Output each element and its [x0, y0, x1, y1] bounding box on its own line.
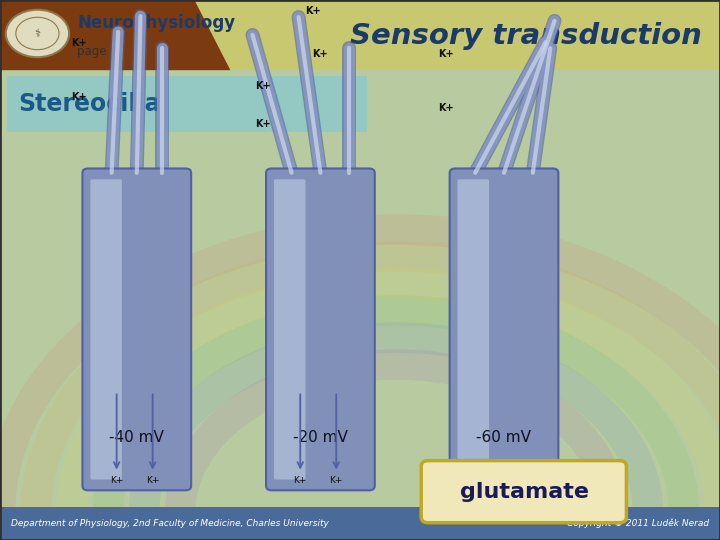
FancyBboxPatch shape	[0, 0, 720, 70]
Text: K+: K+	[330, 476, 343, 485]
Text: ⚕: ⚕	[35, 29, 40, 38]
Text: K+: K+	[255, 119, 271, 129]
Text: K+: K+	[146, 476, 159, 485]
FancyBboxPatch shape	[91, 179, 122, 480]
Text: K+: K+	[255, 82, 271, 91]
Text: K+: K+	[305, 6, 321, 16]
Text: -60 mV: -60 mV	[477, 430, 531, 445]
FancyBboxPatch shape	[82, 168, 192, 490]
Text: K+: K+	[71, 92, 87, 102]
Text: glutamate: glutamate	[459, 482, 589, 502]
Text: K+: K+	[110, 476, 123, 485]
Polygon shape	[0, 0, 230, 70]
Text: Copyright © 2011 Luděk Nerad: Copyright © 2011 Luděk Nerad	[567, 518, 709, 528]
Text: Stereocilia: Stereocilia	[18, 92, 161, 116]
Text: Neurophysiology: Neurophysiology	[77, 14, 235, 32]
Circle shape	[6, 10, 69, 57]
FancyBboxPatch shape	[266, 168, 374, 490]
Text: Sensory transduction: Sensory transduction	[350, 22, 702, 50]
Text: -20 mV: -20 mV	[293, 430, 348, 445]
FancyBboxPatch shape	[449, 168, 559, 490]
Text: page 1: page 1	[77, 45, 118, 58]
Text: K+: K+	[312, 49, 328, 59]
Text: K+: K+	[71, 38, 87, 48]
FancyBboxPatch shape	[421, 461, 626, 523]
Text: -40 mV: -40 mV	[109, 430, 164, 445]
Text: K+: K+	[438, 49, 454, 59]
FancyBboxPatch shape	[0, 507, 720, 540]
FancyBboxPatch shape	[458, 179, 489, 480]
Text: Department of Physiology, 2nd Faculty of Medicine, Charles University: Department of Physiology, 2nd Faculty of…	[11, 519, 328, 528]
Text: K+: K+	[294, 476, 307, 485]
Text: K+: K+	[438, 103, 454, 113]
FancyBboxPatch shape	[274, 179, 305, 480]
FancyBboxPatch shape	[7, 76, 367, 132]
